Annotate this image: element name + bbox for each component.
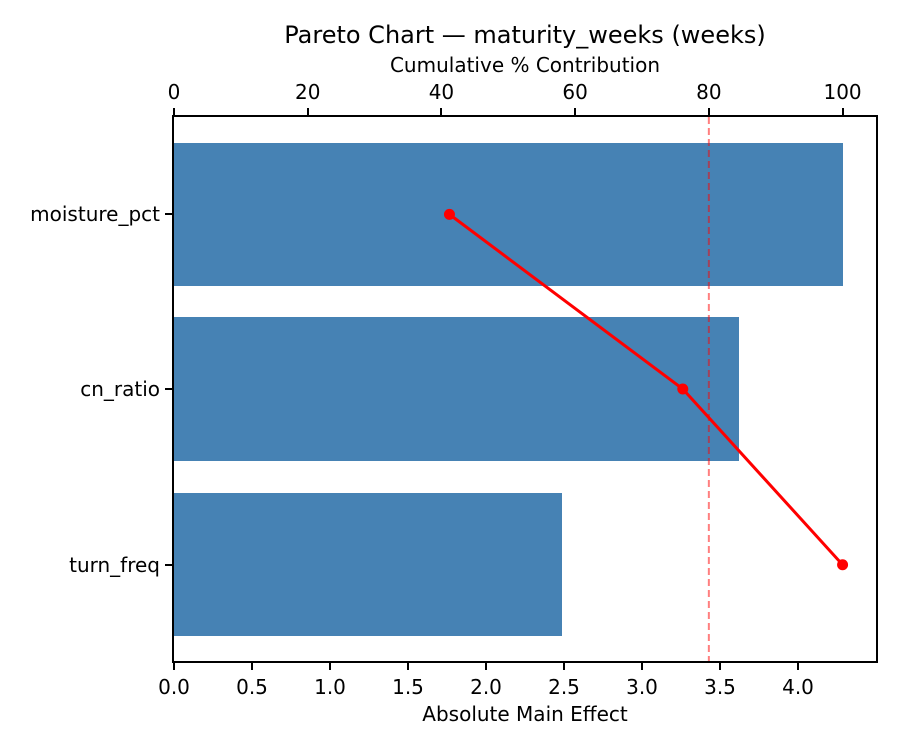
top-tick-label: 100 [823,80,862,104]
top-tick-mark [440,108,443,115]
top-axis-label: Cumulative % Contribution [389,53,661,77]
top-tick-mark [306,108,309,115]
x-tick-mark [329,663,331,670]
x-tick-mark [797,663,799,670]
x-tick-mark [407,663,409,670]
x-tick-mark [485,663,487,670]
x-tick-label: 4.0 [782,675,814,699]
x-tick-label: 0.5 [236,675,268,699]
x-tick-label: 1.5 [392,675,424,699]
cumulative-line [448,213,844,566]
x-tick-mark [563,663,565,670]
x-tick-label: 0.0 [158,675,190,699]
chart-title: Pareto Chart — maturity_weeks (weeks) [284,21,766,49]
bars-layer [174,117,876,661]
plot-area [172,115,878,663]
cumulative-point-moisture_pct [443,208,455,220]
y-tick-mark [165,388,172,390]
y-tick-mark [165,213,172,216]
x-tick-mark [251,663,253,670]
top-tick-mark [574,108,577,115]
x-tick-mark [641,663,643,670]
top-tick-label: 40 [428,80,455,104]
bar-cn_ratio [174,317,739,461]
x-tick-label: 2.5 [548,675,580,699]
x-tick-label: 2.0 [470,675,502,699]
top-tick-label: 0 [167,80,181,104]
top-tick-mark [707,108,710,115]
cumulative-point-turn_freq [837,559,849,571]
top-tick-label: 60 [562,80,588,104]
y-tick-label-cn_ratio: cn_ratio [80,377,160,401]
top-tick-label: 80 [696,80,722,104]
top-tick-label: 20 [294,80,321,104]
x-tick-label: 1.0 [314,675,346,699]
y-tick-label-moisture_pct: moisture_pct [30,202,160,227]
cumulative-line-layer [443,117,849,661]
x-tick-label: 3.0 [626,675,658,699]
y-tick-mark [165,563,172,566]
bar-moisture_pct [174,142,844,286]
x-axis-label: Absolute Main Effect [422,702,628,726]
x-tick-mark [173,663,175,670]
top-tick-mark [173,108,175,115]
top-tick-mark [841,108,844,115]
bar-turn_freq [174,493,563,637]
y-tick-label-turn_freq: turn_freq [69,552,160,577]
x-tick-mark [719,663,721,670]
cumulative-point-cn_ratio [677,383,689,395]
x-tick-label: 3.5 [704,675,736,699]
